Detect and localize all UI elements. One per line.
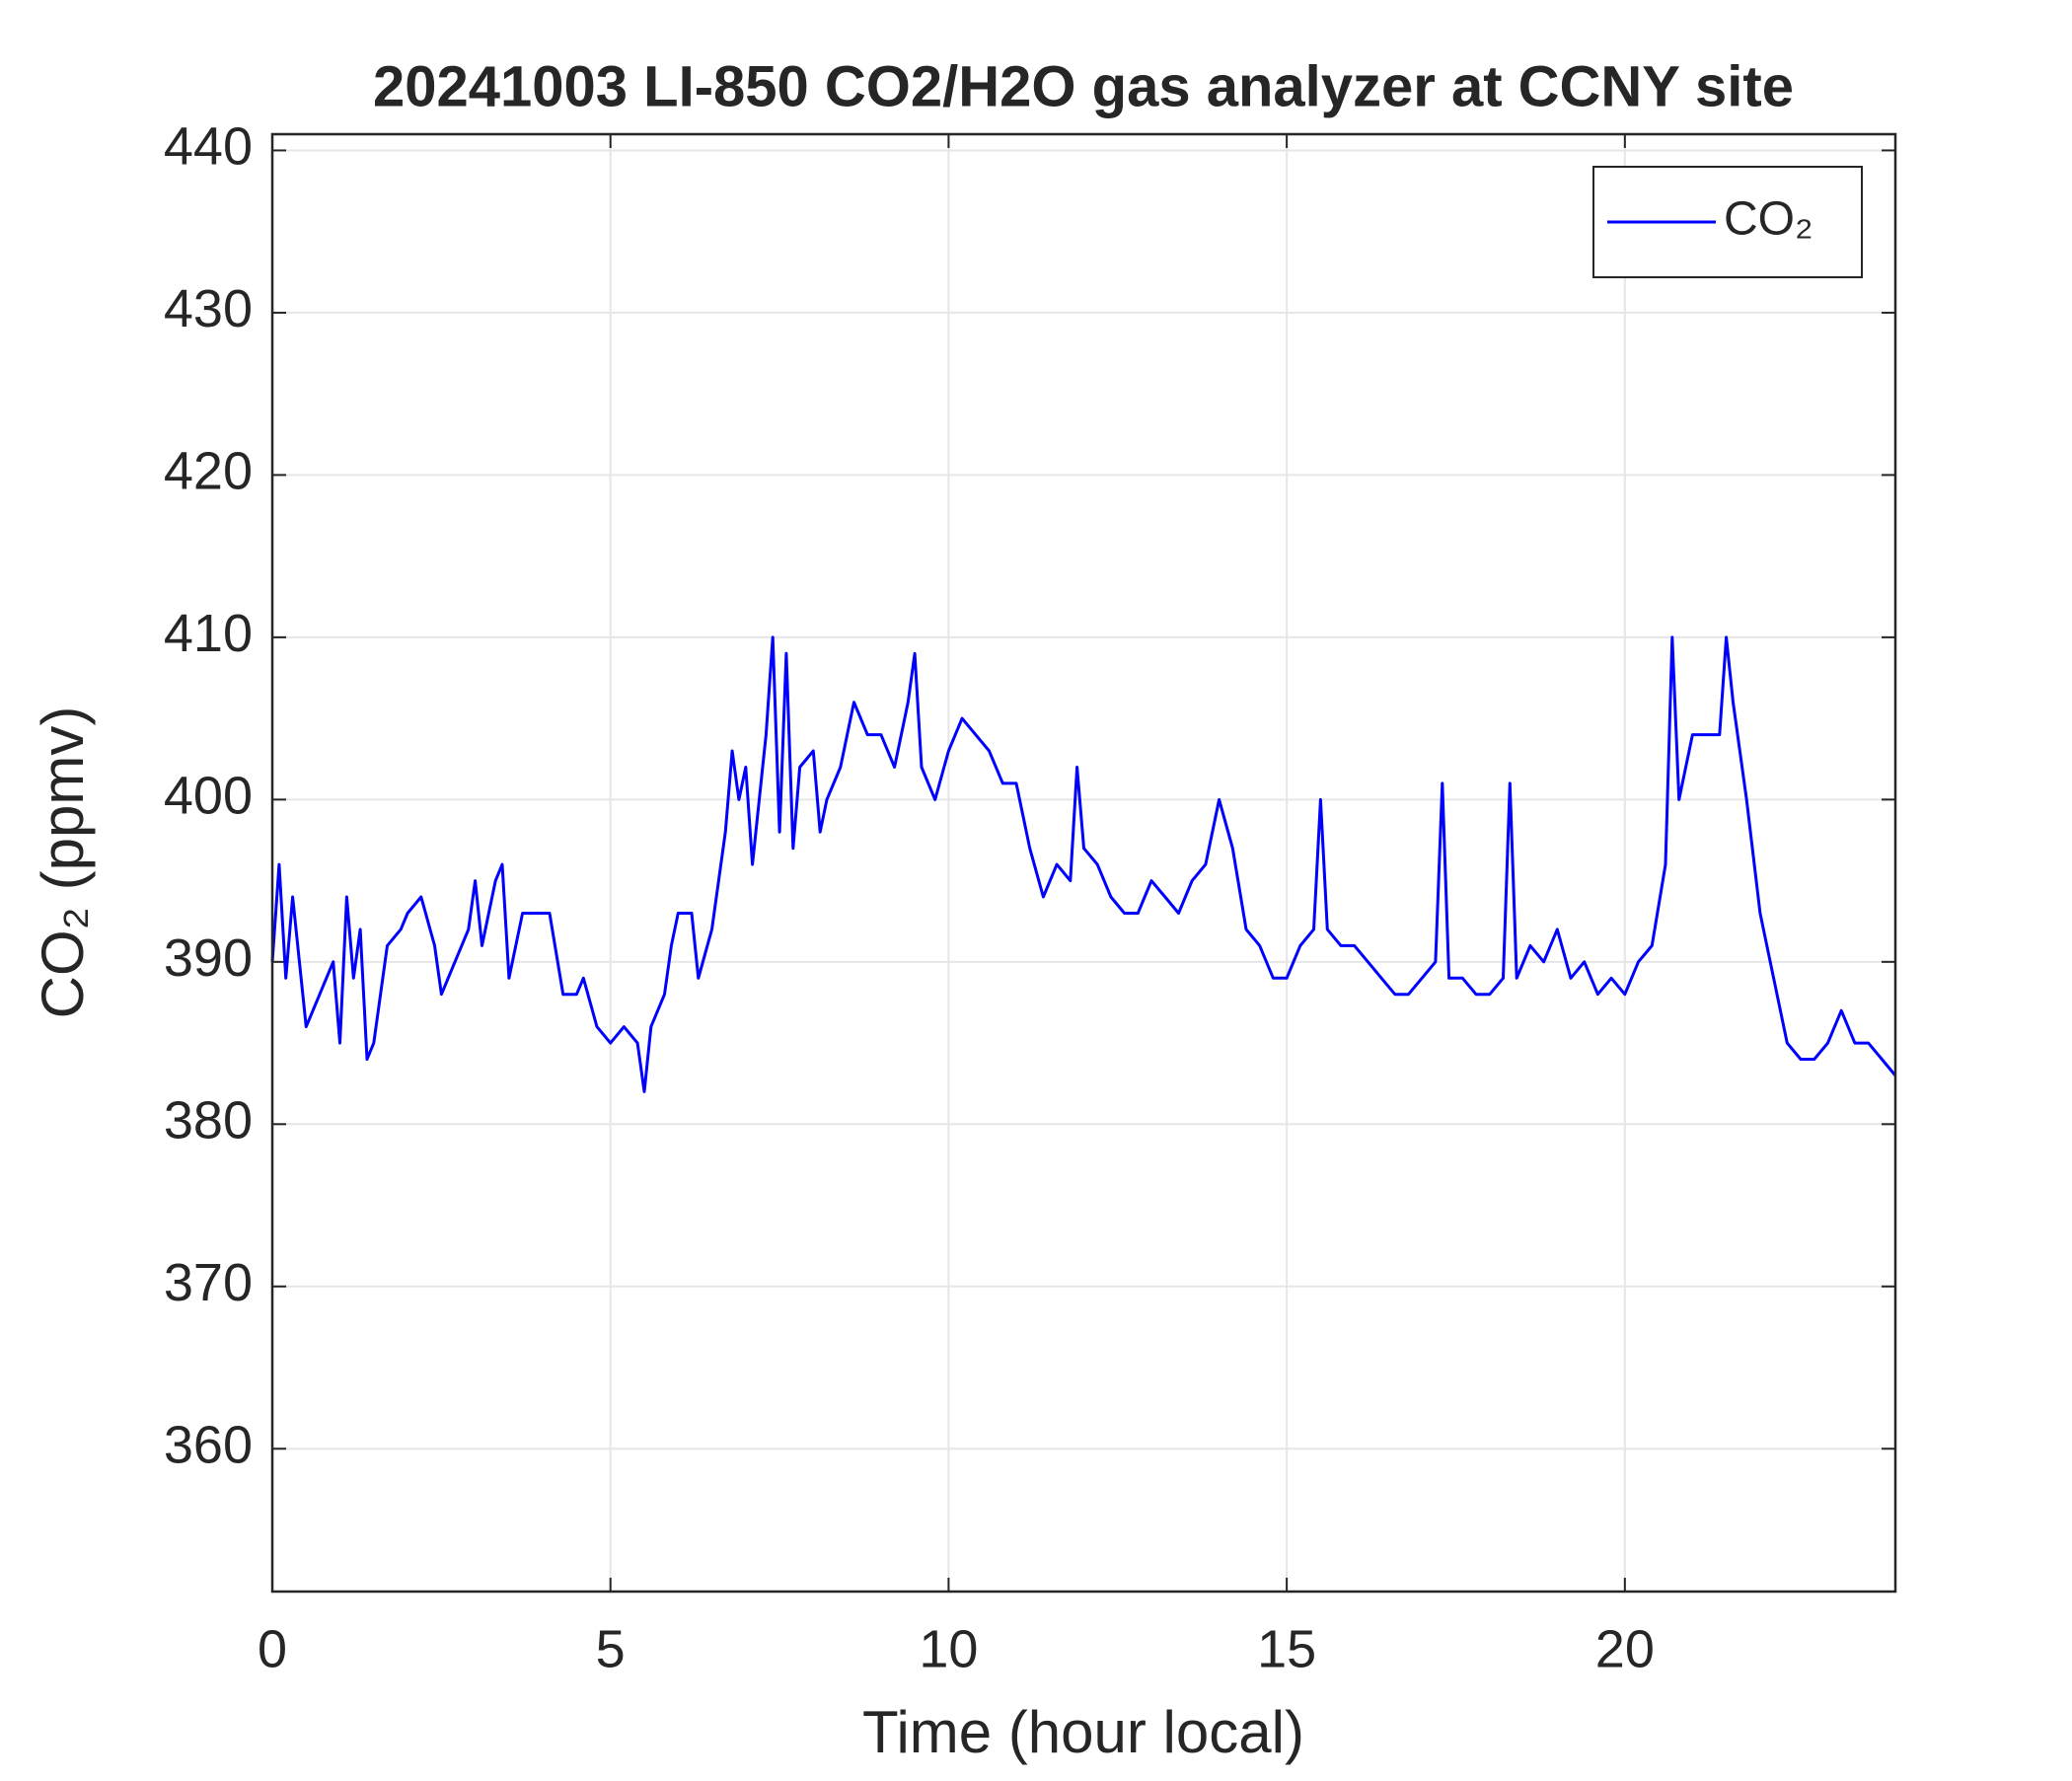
y-tick-label: 360 (164, 1416, 253, 1475)
y-tick-label: 370 (164, 1253, 253, 1312)
y-tick-label: 420 (164, 442, 253, 501)
y-tick-label: 390 (164, 928, 253, 988)
y-tick-label: 400 (164, 767, 253, 826)
plot-area (272, 134, 1895, 1592)
data-line (270, 635, 1897, 1093)
x-tick-label: 0 (258, 1619, 287, 1678)
x-axis-label: Time (hour local) (862, 1699, 1304, 1765)
chart-title: 20241003 LI-850 CO2/H2O gas analyzer at … (373, 54, 1794, 118)
x-tick-label: 15 (1257, 1619, 1316, 1678)
axes-box (270, 132, 1897, 1594)
x-tick-label: 5 (596, 1619, 626, 1678)
x-tick-label: 10 (919, 1619, 978, 1678)
x-tick-label: 20 (1595, 1619, 1655, 1678)
legend-label: CO₂ (1724, 193, 1813, 246)
y-tick-label: 430 (164, 279, 253, 338)
y-axis-label: CO₂ (ppmv) (30, 706, 96, 1019)
y-tick-label: 380 (164, 1091, 253, 1150)
y-tick-label: 410 (164, 604, 253, 663)
y-tick-label: 440 (164, 117, 253, 177)
